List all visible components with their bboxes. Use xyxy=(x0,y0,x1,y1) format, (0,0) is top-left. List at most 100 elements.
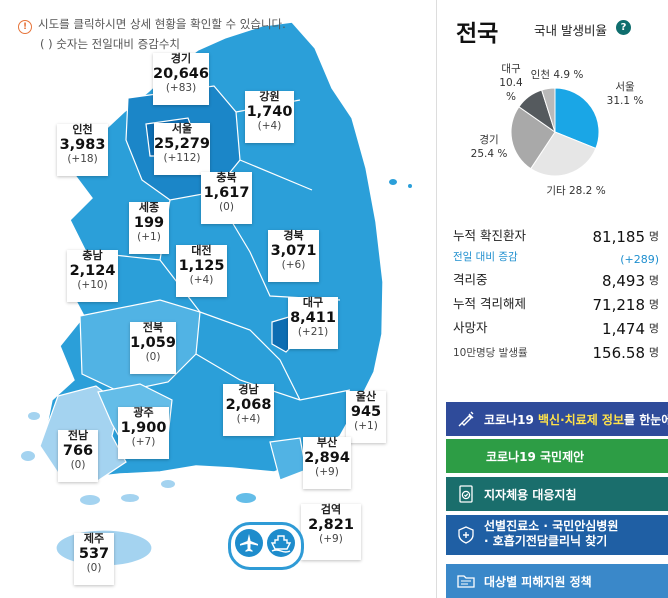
banner-label: 선별진료소 · 국민안심병원 · 호흡기전담클리닉 찾기 xyxy=(484,519,618,549)
region-count: 2,821 xyxy=(308,516,354,533)
warning-icon: ! xyxy=(18,20,32,34)
vaccine-info-banner[interactable]: 코로나19 백신·치료제 정보를 한눈에 xyxy=(446,402,668,436)
region-name: 인천 xyxy=(72,123,93,136)
region-chungnam[interactable]: 충남 2,124 (+10) xyxy=(67,249,118,302)
region-diff: (+4) xyxy=(189,274,214,287)
map-island-2 xyxy=(21,451,35,461)
region-gyeongbuk[interactable]: 경북 3,071 (+6) xyxy=(268,229,319,282)
region-busan[interactable]: 부산 2,894 (+9) xyxy=(303,436,351,489)
quarantine-transport-badge[interactable] xyxy=(228,522,304,570)
region-name: 충북 xyxy=(216,171,237,184)
region-count: 20,646 xyxy=(153,65,209,82)
region-name: 경북 xyxy=(283,229,304,242)
pie-label-name: 대구 xyxy=(501,63,521,75)
document-check-icon xyxy=(459,485,473,503)
local-gov-guideline-banner[interactable]: 지자체용 대응지침 xyxy=(446,477,668,511)
pie-label-pct: 31.1 % xyxy=(606,95,644,107)
banner-label-post: 를 한눈에 xyxy=(624,413,668,427)
stat-unit: 명 xyxy=(648,346,659,359)
region-name: 경남 xyxy=(238,383,259,396)
pie-label-seoul: 서울 31.1 % xyxy=(605,80,645,108)
region-gyeonggi[interactable]: 경기 20,646 (+83) xyxy=(153,52,209,105)
region-quarantine[interactable]: 검역 2,821 (+9) xyxy=(301,503,361,560)
map-island-3 xyxy=(80,495,100,505)
stat-value: (+289) xyxy=(620,253,659,266)
ship-icon xyxy=(270,535,292,553)
page-title: 전국 xyxy=(456,21,499,47)
airplane-button[interactable] xyxy=(235,529,263,557)
region-name: 광주 xyxy=(133,406,154,419)
region-count: 1,059 xyxy=(130,334,176,351)
region-seoul[interactable]: 서울 25,279 (+112) xyxy=(154,122,210,175)
stat-label: 누적 확진환자 xyxy=(453,228,526,243)
pie-label-name: 인천 xyxy=(530,69,550,81)
pie-label-pct: 25.4 % xyxy=(470,148,508,160)
region-count: 1,740 xyxy=(246,103,293,120)
region-name: 전북 xyxy=(142,321,164,334)
stat-value: 1,474 xyxy=(602,320,645,338)
region-name: 세종 xyxy=(138,201,160,214)
banner-label: 코로나19 백신·치료제 정보를 한눈에 xyxy=(484,411,668,428)
region-count: 8,411 xyxy=(290,309,336,326)
region-name: 충남 xyxy=(82,249,103,262)
region-sejong[interactable]: 세종 199 (+1) xyxy=(129,201,169,254)
region-jeju[interactable]: 제주 537 (0) xyxy=(74,532,114,585)
region-chungbuk[interactable]: 충북 1,617 (0) xyxy=(201,171,252,224)
help-icon[interactable]: ? xyxy=(616,20,631,35)
stat-label: 전일 대비 증감 xyxy=(453,251,518,263)
stat-isolating: 격리중 8,493 명 xyxy=(453,268,659,292)
pie-label-name: 기타 xyxy=(546,185,566,197)
region-count: 3,071 xyxy=(270,242,317,259)
pie-label-name: 서울 xyxy=(615,81,635,93)
stat-released: 누적 격리해제 71,218 명 xyxy=(453,292,659,316)
pie-slice-1 xyxy=(530,131,597,177)
stat-rate: 10만명당 발생률 156.58 명 xyxy=(453,340,659,364)
region-diff: (+21) xyxy=(297,326,329,339)
hospital-shield-icon xyxy=(458,526,474,544)
region-diff: (+83) xyxy=(165,82,197,95)
region-count: 2,068 xyxy=(225,396,272,413)
pie-label-other: 기타 28.2 % xyxy=(541,184,611,198)
public-proposal-banner[interactable]: 코로나19 국민제안 xyxy=(446,439,668,473)
stat-value: 71,218 xyxy=(592,296,646,314)
region-jeonnam[interactable]: 전남 766 (0) xyxy=(58,429,98,482)
region-diff: (0) xyxy=(145,351,161,364)
region-name: 전남 xyxy=(67,429,89,442)
ratio-pie-chart xyxy=(510,87,600,177)
stat-unit: 명 xyxy=(648,322,659,335)
banner-label: 코로나19 국민제안 xyxy=(486,450,585,464)
stat-value: 8,493 xyxy=(602,272,645,290)
region-count: 537 xyxy=(78,545,110,562)
region-gyeongnam[interactable]: 경남 2,068 (+4) xyxy=(223,383,274,436)
region-diff: (0) xyxy=(86,562,102,575)
ship-button[interactable] xyxy=(267,529,295,557)
syringe-icon xyxy=(458,411,474,427)
map-ulleung xyxy=(389,179,397,185)
region-gwangju[interactable]: 광주 1,900 (+7) xyxy=(118,406,169,459)
region-incheon[interactable]: 인천 3,983 (+18) xyxy=(57,123,108,176)
stat-value: 81,185 xyxy=(592,228,646,246)
banner-label: 지자체용 대응지침 xyxy=(484,488,577,502)
pie-slice-4 xyxy=(541,87,556,133)
map-busan xyxy=(269,437,307,481)
pie-label-gyeonggi: 경기 25.4 % xyxy=(467,133,511,161)
banner-label-line-2: · 호흡기전담클리닉 찾기 xyxy=(484,534,608,548)
region-ulsan[interactable]: 울산 945 (+1) xyxy=(346,390,386,443)
pie-label-name: 경기 xyxy=(479,134,499,146)
notice: ! 시도를 클릭하시면 상세 현황을 확인할 수 있습니다. ( ) 숫자는 전일… xyxy=(18,14,286,54)
map-island-4 xyxy=(121,494,139,502)
damage-support-banner[interactable]: 대상별 피해지원 정책 xyxy=(446,564,668,598)
region-diff: (0) xyxy=(70,459,86,472)
stat-label: 사망자 xyxy=(453,320,488,335)
region-count: 2,124 xyxy=(69,262,116,279)
stat-value: 156.58 xyxy=(592,344,646,362)
pie-label-pct: 10.4 % xyxy=(499,77,523,103)
region-jeonbuk[interactable]: 전북 1,059 (0) xyxy=(130,321,176,374)
region-daegu[interactable]: 대구 8,411 (+21) xyxy=(288,296,338,349)
clinic-finder-banner[interactable]: 선별진료소 · 국민안심병원 · 호흡기전담클리닉 찾기 xyxy=(446,515,668,555)
region-count: 2,894 xyxy=(304,449,350,466)
stat-unit: 명 xyxy=(648,230,659,243)
region-daejeon[interactable]: 대전 1,125 (+4) xyxy=(176,244,227,297)
region-gangwon[interactable]: 강원 1,740 (+4) xyxy=(245,90,294,143)
map-island-5 xyxy=(161,480,175,488)
